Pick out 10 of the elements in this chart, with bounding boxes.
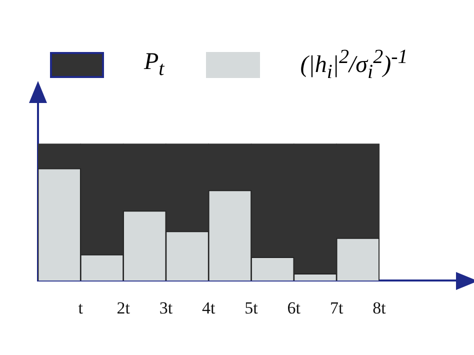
- x-tick-label: 6t: [287, 298, 301, 318]
- x-tick-label: 7t: [330, 298, 344, 318]
- x-tick-label: 4t: [202, 298, 216, 318]
- x-tick-label: 2t: [116, 298, 130, 318]
- x-tick-label: 8t: [372, 298, 386, 318]
- text: P$_{t}$: [144, 49, 164, 81]
- x-tick-label: 3t: [159, 298, 173, 318]
- x-tick-label: t: [78, 298, 84, 318]
- x-tick-label: 5t: [244, 298, 258, 318]
- text: (|h$_{i}$|$^{2}$/σ$_{i}$$^{2}$)$^{-1}$: [300, 46, 408, 83]
